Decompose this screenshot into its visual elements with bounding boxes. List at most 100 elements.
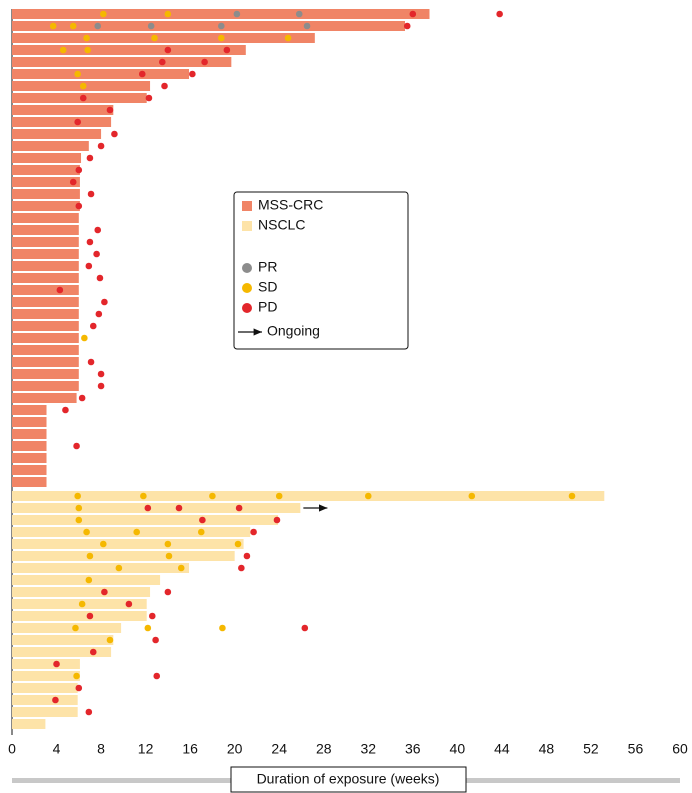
bar [12, 21, 406, 31]
response-dot [95, 310, 103, 318]
bar [12, 177, 80, 187]
response-dot [177, 564, 185, 572]
bar [12, 539, 244, 549]
response-dot [106, 636, 114, 644]
legend-label: Ongoing [267, 323, 320, 339]
response-dot [96, 274, 104, 282]
bar [12, 393, 77, 403]
bar [12, 105, 114, 115]
bar [12, 563, 190, 573]
bar [12, 671, 80, 681]
bar [12, 441, 47, 451]
bar [12, 165, 80, 175]
response-dot [89, 322, 97, 330]
bar [12, 297, 79, 307]
response-dot [250, 528, 257, 536]
response-dot [197, 528, 205, 536]
response-dot [164, 10, 172, 18]
response-dot [73, 442, 80, 450]
bar [12, 285, 79, 295]
bar [12, 69, 190, 79]
response-dot [144, 504, 152, 512]
response-dot [74, 70, 81, 78]
bar [12, 527, 251, 537]
bar [12, 453, 47, 463]
legend-label: NSCLC [258, 217, 305, 233]
bar [12, 141, 89, 151]
response-dot [301, 624, 309, 632]
x-tick-label: 48 [539, 741, 555, 757]
response-dot [568, 492, 576, 500]
response-dot [49, 22, 57, 30]
response-dot [199, 516, 206, 524]
bar [12, 417, 47, 427]
legend-label: PD [258, 299, 277, 315]
response-dot [138, 70, 146, 78]
bar [12, 249, 79, 259]
legend-dot [242, 283, 252, 293]
bar [12, 201, 80, 211]
response-dot [111, 130, 118, 138]
response-dot [164, 46, 172, 54]
response-dot [75, 504, 83, 512]
response-dot [85, 576, 93, 584]
response-dot [89, 648, 97, 656]
response-dot [164, 588, 172, 596]
legend-swatch [242, 201, 252, 211]
response-dot [233, 10, 241, 18]
response-dot [235, 504, 243, 512]
bar [12, 587, 151, 597]
response-dot [164, 540, 172, 548]
bar [12, 503, 301, 513]
response-dot [165, 552, 173, 560]
x-tick-label: 24 [271, 741, 287, 757]
response-dot [86, 154, 94, 162]
response-dot [106, 106, 114, 114]
bar [12, 45, 246, 55]
bar [12, 611, 147, 621]
response-dot [79, 94, 87, 102]
x-tick-label: 12 [138, 741, 154, 757]
bar [12, 213, 79, 223]
legend: MSS-CRC NSCLC PR SD PD Ongoing [238, 197, 323, 339]
response-dot [97, 142, 105, 150]
bar [12, 57, 232, 67]
legend-label: SD [258, 279, 277, 295]
legend-dot [242, 263, 252, 273]
response-dot [238, 564, 245, 572]
bar [12, 189, 80, 199]
response-dot [86, 238, 94, 246]
bar [12, 369, 79, 379]
bar [12, 515, 279, 525]
response-dot [153, 672, 161, 680]
bar [12, 695, 78, 705]
response-dot [140, 492, 147, 500]
response-dot [161, 82, 168, 90]
response-dot [151, 34, 158, 42]
bar [12, 129, 102, 139]
bar [12, 719, 46, 729]
x-tick-label: 52 [583, 741, 599, 757]
response-dot [303, 22, 311, 30]
response-dot [147, 22, 155, 30]
bar [12, 237, 79, 247]
response-dot [78, 394, 86, 402]
response-dot [75, 516, 83, 524]
response-dot [99, 10, 107, 18]
response-dot [84, 46, 92, 54]
legend-label: MSS-CRC [258, 197, 323, 213]
response-dot [52, 696, 59, 704]
bar [12, 225, 79, 235]
response-dot [74, 492, 81, 500]
bar [12, 357, 79, 367]
response-dot [86, 612, 94, 620]
response-dot [295, 10, 303, 18]
bar [12, 683, 78, 693]
response-dot [73, 672, 80, 680]
response-dot [94, 22, 102, 30]
response-dot [218, 34, 225, 42]
legend-box [233, 191, 409, 350]
x-tick-label: 8 [97, 741, 105, 757]
x-tick-label: 4 [53, 741, 61, 757]
response-dot [97, 370, 105, 378]
